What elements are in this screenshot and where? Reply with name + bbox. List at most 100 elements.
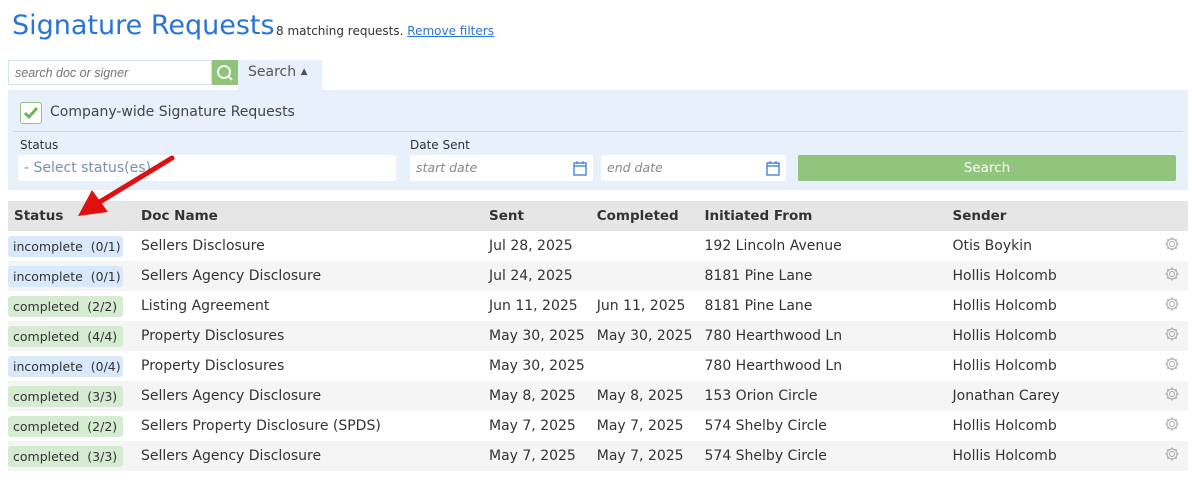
actions-cell (1158, 291, 1188, 321)
actions-cell (1158, 381, 1188, 411)
gear-icon[interactable] (1164, 447, 1180, 466)
sender-cell: Hollis Holcomb (946, 321, 1158, 351)
completed-cell (590, 261, 699, 291)
status-text: completed (13, 298, 80, 314)
doc-name-cell[interactable]: Sellers Agency Disclosure (135, 261, 483, 291)
doc-name-cell[interactable]: Sellers Property Disclosure (SPDS) (141, 418, 381, 434)
actions-cell (1158, 261, 1188, 291)
signer-count: (2/2) (87, 418, 118, 434)
gear-icon[interactable] (1164, 297, 1180, 316)
search-button[interactable]: Search (798, 155, 1176, 181)
doc-name-cell[interactable]: Property Disclosures (141, 358, 285, 374)
date-sent-label: Date Sent (410, 138, 470, 152)
calendar-icon[interactable] (573, 160, 587, 176)
company-wide-checkbox[interactable] (20, 102, 42, 124)
status-text: incomplete (13, 238, 83, 254)
status-badge: completed (2/2) (8, 295, 123, 317)
actions-cell (1158, 411, 1188, 441)
actions-cell (1158, 321, 1188, 351)
doc-name-cell[interactable]: Listing Agreement (141, 298, 270, 314)
sender-cell: Hollis Holcomb (952, 358, 1057, 374)
search-icon-button[interactable] (212, 60, 238, 85)
status-cell: completed (2/2) (8, 411, 135, 441)
initiated-from-cell: 153 Orion Circle (698, 381, 947, 411)
status-badge: completed (2/2) (8, 415, 123, 437)
signer-count: (3/3) (87, 448, 118, 464)
actions-cell (1158, 441, 1188, 471)
remove-filters-link[interactable]: Remove filters (407, 24, 494, 38)
status-text: completed (13, 388, 80, 404)
status-cell: incomplete (0/1) (8, 231, 135, 261)
column-completed[interactable]: Completed (590, 201, 699, 231)
gear-icon[interactable] (1164, 237, 1180, 256)
table-row[interactable]: incomplete (0/1) Sellers Agency Disclosu… (8, 261, 1188, 291)
sent-cell: May 7, 2025 (489, 418, 576, 434)
status-select[interactable]: - Select status(es) - (18, 155, 396, 181)
actions-cell (1158, 351, 1188, 381)
gear-icon[interactable] (1164, 417, 1180, 436)
status-cell: completed (3/3) (8, 381, 135, 411)
search-toggle-label: Search (248, 64, 297, 80)
column-doc-name[interactable]: Doc Name (135, 201, 483, 231)
table-row[interactable]: completed (3/3) Sellers Agency Disclosur… (8, 441, 1188, 471)
start-date-input[interactable]: start date (410, 155, 593, 181)
signer-count: (3/3) (87, 388, 118, 404)
doc-name-cell[interactable]: Sellers Agency Disclosure (135, 381, 483, 411)
sent-cell: Jul 28, 2025 (489, 238, 573, 254)
table-row[interactable]: completed (4/4) Property Disclosures May… (8, 321, 1188, 351)
completed-cell (591, 231, 699, 261)
sender-cell: Jonathan Carey (946, 381, 1158, 411)
completed-cell: May 30, 2025 (590, 321, 699, 351)
initiated-from-cell: 192 Lincoln Avenue (704, 238, 842, 254)
sent-cell: Jun 11, 2025 (489, 298, 578, 314)
table-row[interactable]: completed (3/3) Sellers Agency Disclosur… (8, 381, 1188, 411)
search-input[interactable] (8, 60, 212, 85)
table-row[interactable]: completed (2/2) Sellers Property Disclos… (8, 411, 1188, 441)
calendar-icon[interactable] (766, 160, 780, 176)
status-label: Status (20, 138, 59, 152)
initiated-from-cell: 574 Shelby Circle (704, 418, 827, 434)
divider (13, 131, 1183, 132)
signer-count: (4/4) (87, 328, 118, 344)
sender-cell: Hollis Holcomb (946, 441, 1158, 471)
gear-icon[interactable] (1164, 327, 1180, 346)
end-date-input[interactable]: end date (601, 155, 786, 181)
column-actions (1158, 201, 1188, 231)
sender-cell: Hollis Holcomb (946, 261, 1158, 291)
column-sender[interactable]: Sender (946, 201, 1158, 231)
column-initiated-from[interactable]: Initiated From (698, 201, 947, 231)
start-date-placeholder: start date (416, 160, 478, 175)
table-row[interactable]: completed (2/2) Listing Agreement Jun 11… (8, 291, 1188, 321)
gear-icon[interactable] (1164, 357, 1180, 376)
column-status[interactable]: Status (8, 201, 135, 231)
status-badge: incomplete (0/1) (8, 235, 123, 257)
initiated-from-cell: 8181 Pine Lane (698, 261, 947, 291)
doc-name-cell[interactable]: Property Disclosures (135, 321, 483, 351)
signer-count: (0/1) (90, 268, 121, 284)
table-row[interactable]: incomplete (0/4) Property Disclosures Ma… (8, 351, 1188, 381)
table-row[interactable]: incomplete (0/1) Sellers Disclosure Jul … (8, 231, 1188, 261)
doc-name-cell[interactable]: Sellers Disclosure (141, 238, 265, 254)
status-text: incomplete (13, 358, 83, 374)
page-title: Signature Requests (12, 10, 275, 41)
status-cell: completed (3/3) (8, 441, 135, 471)
search-filters-toggle[interactable]: Search ▲ (238, 60, 322, 91)
sent-cell: May 30, 2025 (483, 321, 591, 351)
end-date-placeholder: end date (607, 160, 663, 175)
completed-cell: May 7, 2025 (590, 441, 699, 471)
column-sent[interactable]: Sent (483, 201, 591, 231)
sender-cell: Otis Boykin (952, 238, 1032, 254)
status-badge: incomplete (0/4) (8, 355, 123, 377)
initiated-from-cell: 8181 Pine Lane (704, 298, 813, 314)
status-cell: completed (4/4) (8, 321, 135, 351)
doc-name-cell[interactable]: Sellers Agency Disclosure (135, 441, 483, 471)
sent-cell: May 7, 2025 (483, 441, 591, 471)
completed-cell: May 8, 2025 (590, 381, 699, 411)
status-text: incomplete (13, 268, 83, 284)
sent-cell: May 8, 2025 (483, 381, 591, 411)
signature-requests-table: Status Doc Name Sent Completed Initiated… (8, 201, 1188, 471)
sender-cell: Hollis Holcomb (952, 298, 1057, 314)
gear-icon[interactable] (1164, 387, 1180, 406)
initiated-from-cell: 780 Hearthwood Ln (704, 358, 843, 374)
gear-icon[interactable] (1164, 267, 1180, 286)
